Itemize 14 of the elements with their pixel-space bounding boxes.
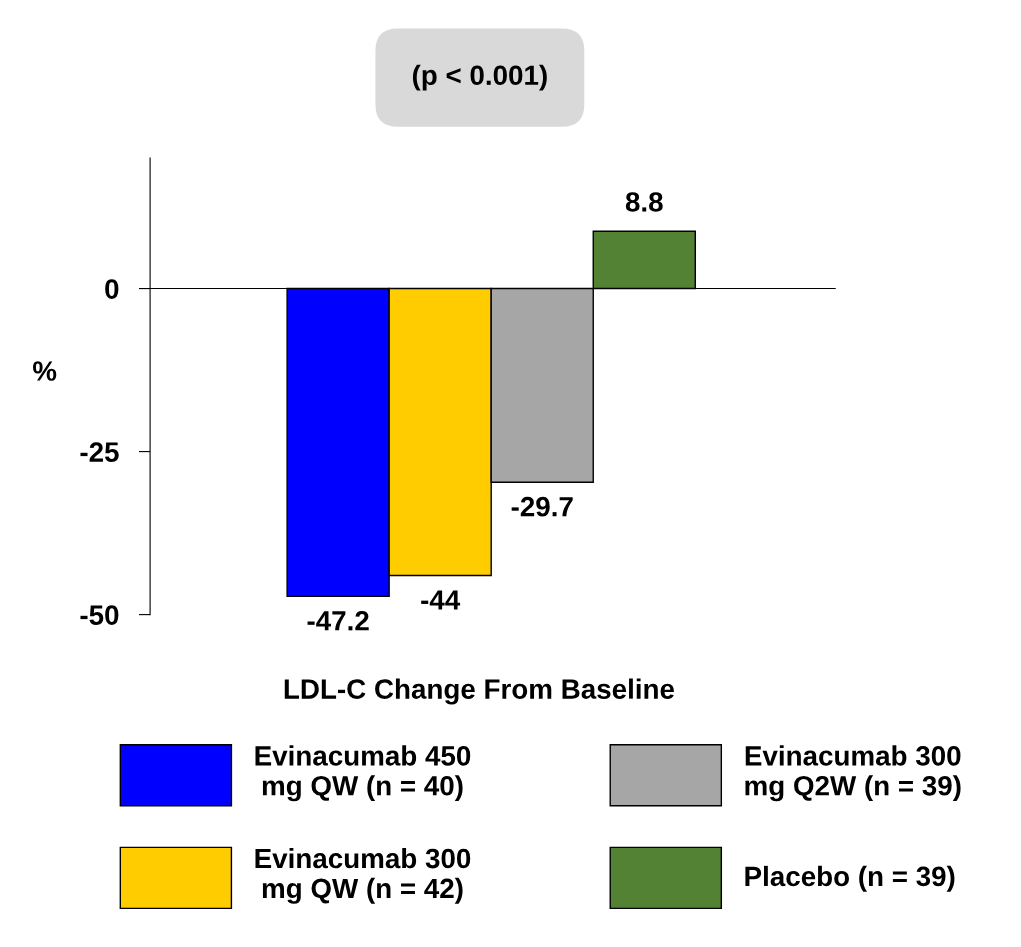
legend-label: Evinacumab 300 mg QW (n = 42)	[255, 847, 471, 904]
legend-label: Placebo (n = 39)	[745, 865, 955, 892]
data-label: -29.7	[511, 496, 573, 517]
data-label: -44	[421, 590, 461, 610]
y-axis-title: %	[33, 361, 57, 381]
x-axis-title: LDL-C Change From Baseline	[284, 678, 674, 705]
y-tick-label: 0	[105, 279, 119, 299]
legend-label: Evinacumab 300 mg Q2W (n = 39)	[745, 745, 961, 802]
y-tick-label: -50	[80, 605, 119, 625]
text: (p < 0.001)	[412, 64, 547, 91]
data-label: 8.8	[625, 192, 663, 212]
y-tick-label: -25	[80, 442, 119, 462]
legend-label: Evinacumab 450 mg QW (n = 40)	[255, 745, 471, 802]
data-label: -47.2	[307, 610, 369, 631]
